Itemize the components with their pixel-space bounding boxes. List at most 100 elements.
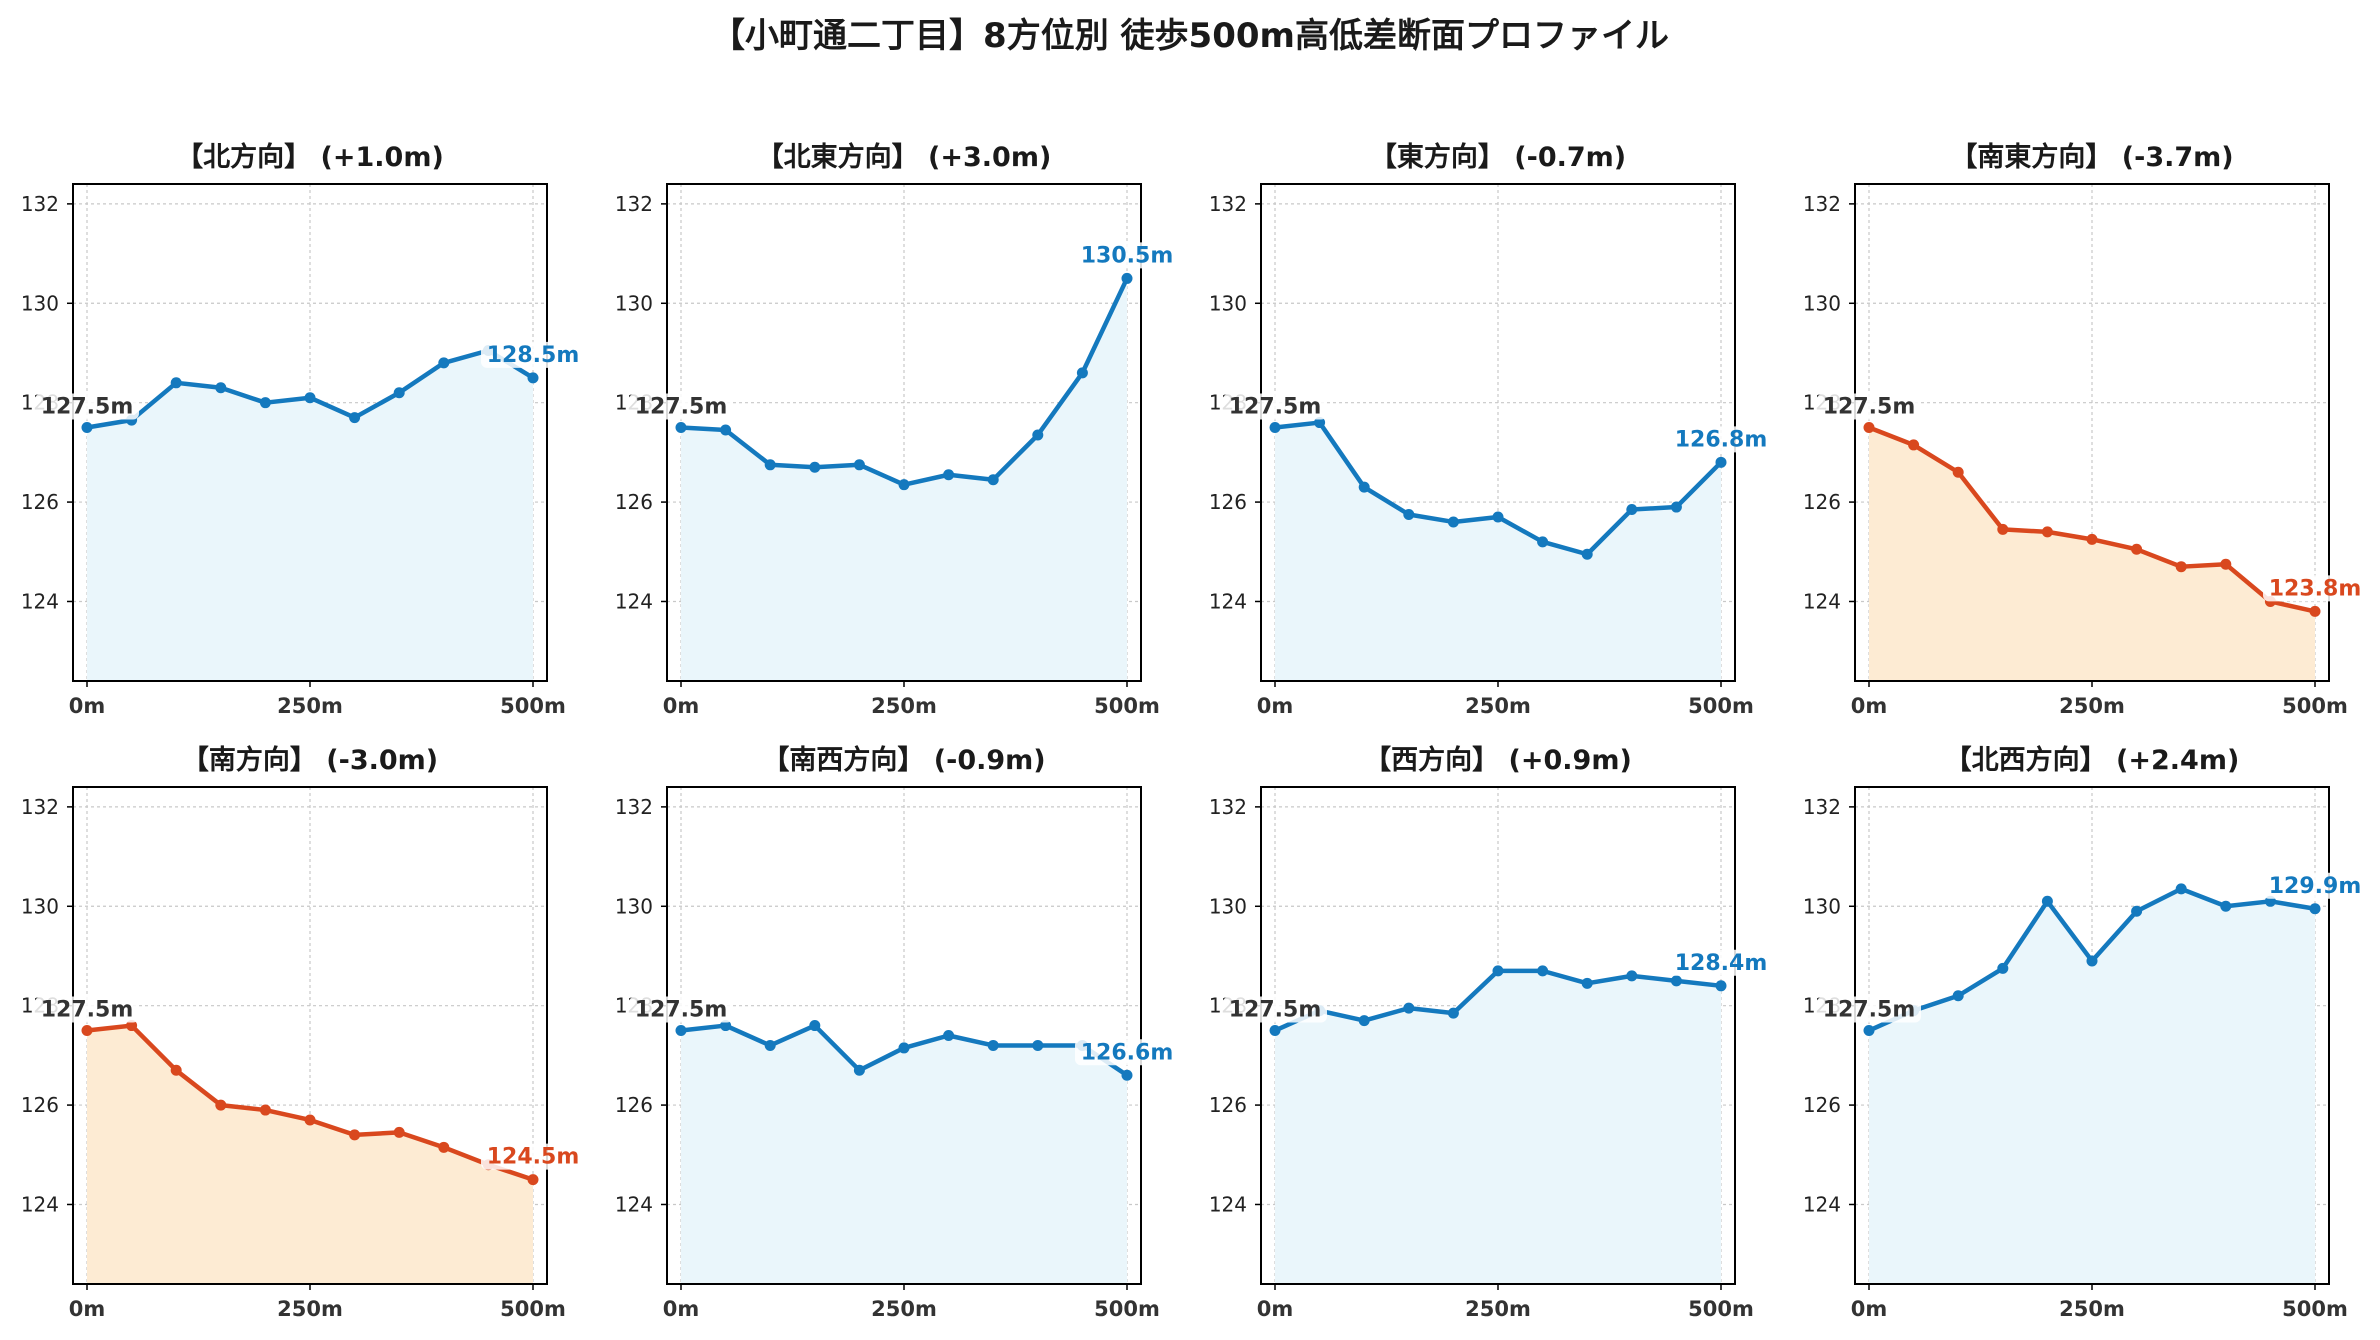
- data-point: [215, 1099, 227, 1111]
- end-label-bg: [481, 341, 585, 368]
- data-point: [1908, 439, 1920, 451]
- end-label-bg: [1669, 426, 1773, 453]
- data-point: [809, 1020, 821, 1032]
- y-tick-label: 124: [1209, 1192, 1247, 1216]
- start-label-bg: [1817, 393, 1921, 420]
- y-tick-label: 132: [615, 192, 653, 216]
- y-tick-label: 124: [1803, 1192, 1841, 1216]
- profile-area: [681, 1025, 1127, 1284]
- x-tick-label: 0m: [1851, 1297, 1888, 1321]
- x-tick-label: 250m: [2059, 1297, 2125, 1321]
- y-tick-label: 130: [1209, 894, 1247, 918]
- data-point: [81, 422, 93, 434]
- y-tick-label: 132: [1209, 795, 1247, 819]
- x-tick-label: 0m: [69, 1297, 106, 1321]
- y-tick-label: 132: [1803, 795, 1841, 819]
- end-elevation-label: 126.8m: [1675, 427, 1768, 452]
- x-tick-label: 250m: [2059, 694, 2125, 718]
- data-point: [853, 1064, 865, 1076]
- end-label-bg: [2263, 872, 2367, 899]
- start-label-bg: [35, 996, 139, 1023]
- profile-area: [1275, 422, 1721, 681]
- data-point: [1121, 272, 1133, 284]
- data-point: [1447, 516, 1459, 528]
- data-point: [898, 479, 910, 491]
- profile-area: [681, 278, 1127, 681]
- data-point: [675, 422, 687, 434]
- data-point: [2041, 526, 2053, 538]
- end-elevation-label: 123.8m: [2269, 576, 2362, 601]
- data-point: [720, 424, 732, 436]
- y-tick-label: 126: [1209, 1093, 1247, 1117]
- data-point: [170, 1064, 182, 1076]
- y-tick-label: 132: [21, 795, 59, 819]
- x-tick-label: 250m: [277, 1297, 343, 1321]
- x-tick-label: 250m: [277, 694, 343, 718]
- data-point: [2175, 883, 2187, 895]
- data-point: [1715, 980, 1727, 992]
- y-tick-label: 124: [1803, 589, 1841, 613]
- y-tick-label: 126: [1209, 490, 1247, 514]
- data-point: [215, 382, 227, 394]
- data-point: [1626, 504, 1638, 516]
- data-point: [1076, 367, 1088, 379]
- y-tick-label: 124: [21, 1192, 59, 1216]
- y-tick-label: 130: [615, 291, 653, 315]
- start-label-bg: [35, 393, 139, 420]
- y-tick-label: 126: [615, 1093, 653, 1117]
- data-point: [1403, 509, 1415, 521]
- profile-area: [1869, 427, 2315, 681]
- data-point: [1492, 511, 1504, 523]
- x-tick-label: 250m: [871, 1297, 937, 1321]
- data-point: [170, 377, 182, 389]
- subplot-5: 【南方向】 (-3.0m)1241261281301320m250m500m12…: [21, 744, 585, 1321]
- data-point: [1492, 965, 1504, 977]
- start-label-bg: [1817, 996, 1921, 1023]
- x-tick-label: 500m: [1094, 1297, 1160, 1321]
- profile-area: [1275, 970, 1721, 1284]
- data-point: [1121, 1069, 1133, 1081]
- data-point: [987, 474, 999, 486]
- profile-area: [1869, 888, 2315, 1284]
- subplot-title: 【北東方向】 (+3.0m): [757, 141, 1052, 173]
- subplot-4: 【南東方向】 (-3.7m)1241261281301320m250m500m1…: [1803, 141, 2367, 718]
- subplot-title: 【北方向】 (+1.0m): [176, 141, 444, 173]
- y-tick-label: 124: [615, 1192, 653, 1216]
- data-point: [1997, 962, 2009, 974]
- y-tick-label: 130: [21, 291, 59, 315]
- data-point: [1032, 1039, 1044, 1051]
- y-tick-label: 124: [21, 589, 59, 613]
- start-elevation-label: 127.5m: [41, 395, 134, 420]
- x-tick-label: 0m: [69, 694, 106, 718]
- data-point: [259, 397, 271, 409]
- start-elevation-label: 127.5m: [41, 998, 134, 1023]
- data-point: [259, 1104, 271, 1116]
- data-point: [527, 1174, 539, 1186]
- end-elevation-label: 126.6m: [1081, 1040, 1174, 1065]
- y-tick-label: 132: [615, 795, 653, 819]
- data-point: [809, 461, 821, 473]
- data-point: [438, 1141, 450, 1153]
- subplot-1: 【北方向】 (+1.0m)1241261281301320m250m500m12…: [21, 141, 585, 718]
- end-label-bg: [2263, 575, 2367, 602]
- y-tick-label: 126: [1803, 1093, 1841, 1117]
- y-tick-label: 132: [1803, 192, 1841, 216]
- x-tick-label: 500m: [1688, 1297, 1754, 1321]
- profile-area: [87, 350, 533, 681]
- end-label-bg: [1075, 242, 1179, 269]
- data-point: [2220, 558, 2232, 570]
- x-tick-label: 500m: [1094, 694, 1160, 718]
- data-point: [898, 1042, 910, 1054]
- data-point: [1670, 501, 1682, 513]
- start-label-bg: [1223, 996, 1327, 1023]
- y-tick-label: 130: [1209, 291, 1247, 315]
- data-point: [1670, 975, 1682, 987]
- x-tick-label: 0m: [663, 1297, 700, 1321]
- subplot-title: 【南方向】 (-3.0m): [182, 744, 438, 776]
- x-tick-label: 500m: [1688, 694, 1754, 718]
- data-point: [1863, 1025, 1875, 1037]
- data-point: [2086, 533, 2098, 545]
- x-tick-label: 250m: [1465, 1297, 1531, 1321]
- start-label-bg: [629, 996, 733, 1023]
